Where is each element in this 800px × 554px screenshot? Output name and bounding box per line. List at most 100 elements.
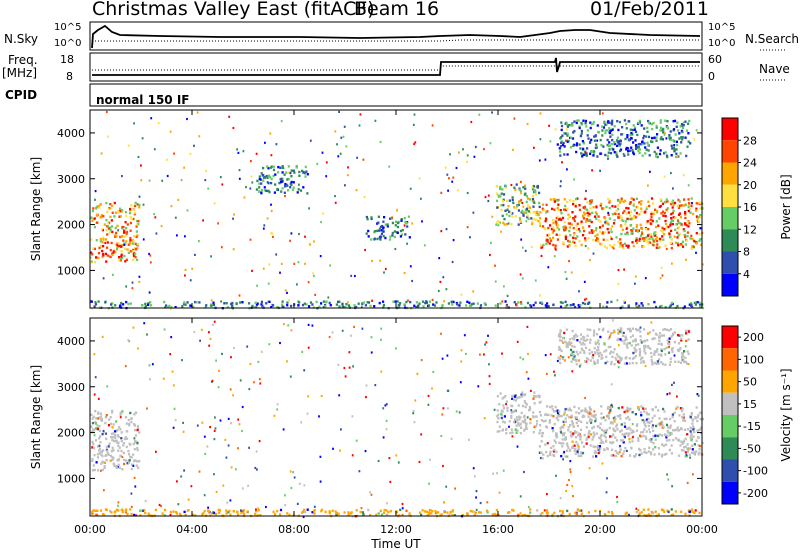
data-cell [129, 455, 132, 458]
data-cell [548, 419, 551, 422]
data-cell [203, 494, 206, 497]
data-cell [636, 206, 639, 209]
data-cell [649, 453, 653, 456]
data-cell [668, 235, 672, 239]
data-cell [635, 510, 638, 514]
data-cell [401, 507, 404, 510]
data-cell [516, 429, 519, 432]
data-cell [686, 145, 689, 148]
data-cell [596, 124, 599, 127]
data-cell [661, 453, 664, 457]
data-cell [136, 258, 139, 261]
data-cell [587, 435, 590, 439]
data-cell [109, 459, 112, 462]
data-cell [568, 338, 572, 341]
data-cell [106, 452, 109, 455]
data-cell [397, 461, 400, 464]
data-cell [108, 231, 111, 234]
data-cell [90, 425, 93, 428]
data-cell [592, 252, 595, 255]
data-cell [666, 210, 669, 213]
data-cell [558, 218, 561, 221]
data-cell [391, 234, 394, 237]
data-cell [228, 115, 231, 118]
data-cell [95, 239, 98, 242]
data-cell [635, 238, 638, 242]
data-cell [566, 455, 569, 458]
data-cell [635, 329, 639, 332]
freq-panel [89, 52, 703, 82]
data-cell [545, 217, 548, 220]
data-cell [388, 238, 392, 241]
data-cell [587, 511, 590, 514]
data-cell [668, 340, 671, 344]
data-cell [585, 357, 589, 360]
data-cell [259, 382, 262, 385]
data-cell [616, 299, 619, 302]
data-cell [281, 187, 284, 190]
data-cell [617, 212, 620, 216]
data-cell [623, 339, 626, 342]
data-cell [574, 333, 577, 336]
data-cell [564, 417, 567, 420]
data-cell [623, 300, 625, 303]
data-cell [334, 130, 337, 133]
data-cell [665, 436, 668, 439]
data-cell [618, 245, 622, 248]
data-cell [596, 444, 600, 448]
data-cell [655, 126, 658, 129]
data-cell [632, 429, 634, 432]
data-cell [579, 435, 582, 438]
data-cell [631, 133, 634, 136]
data-cell [607, 211, 610, 214]
data-cell [571, 446, 574, 449]
data-cell [128, 459, 131, 462]
data-cell [265, 505, 267, 509]
data-cell [674, 133, 677, 136]
data-cell [674, 510, 677, 513]
data-cell [594, 234, 597, 238]
data-cell [602, 121, 606, 125]
data-cell [637, 509, 640, 512]
data-cell [449, 510, 452, 514]
data-cell [298, 482, 301, 485]
data-cell [687, 330, 691, 333]
data-cell [659, 129, 662, 132]
data-cell [665, 247, 668, 251]
data-cell [606, 360, 609, 363]
data-cell [538, 445, 541, 448]
data-cell [500, 230, 502, 233]
data-cell [638, 148, 642, 151]
data-cell [578, 208, 581, 212]
data-cell [612, 417, 615, 420]
data-cell [618, 356, 621, 359]
data-cell [241, 301, 244, 304]
data-cell [538, 191, 541, 195]
data-cell [635, 362, 638, 365]
data-cell [578, 412, 581, 415]
data-cell [170, 336, 173, 339]
data-cell [690, 234, 693, 238]
y-tick-label: 3000 [57, 173, 85, 186]
data-cell [638, 201, 641, 204]
data-cell [566, 140, 569, 143]
data-cell [629, 128, 632, 131]
data-cell [647, 121, 651, 124]
data-cell [568, 407, 571, 410]
data-cell [451, 510, 454, 513]
data-cell [590, 229, 593, 232]
data-cell [290, 183, 293, 186]
data-cell [635, 304, 638, 307]
data-cell [343, 511, 346, 514]
data-cell [111, 426, 114, 429]
data-cell [639, 449, 642, 452]
data-cell [446, 389, 449, 392]
data-cell [422, 305, 425, 308]
data-cell [596, 359, 599, 362]
data-cell [616, 500, 619, 504]
data-cell [545, 372, 548, 375]
data-cell [684, 235, 687, 239]
data-cell [581, 301, 585, 305]
data-cell [623, 342, 626, 345]
data-cell [114, 243, 117, 246]
